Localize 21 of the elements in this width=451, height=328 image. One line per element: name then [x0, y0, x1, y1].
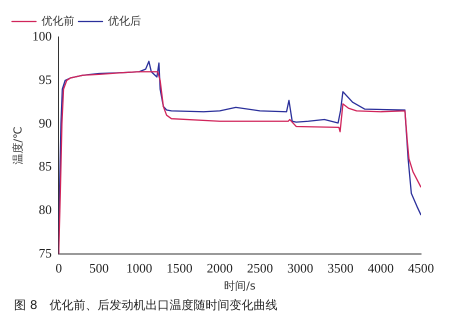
x-tick-label: 4000 — [368, 260, 394, 276]
y-tick-label: 100 — [32, 28, 52, 44]
x-tick-label: 2000 — [206, 260, 233, 276]
x-tick-label: 1000 — [126, 260, 152, 276]
y-axis-title: 温度/℃ — [11, 126, 24, 165]
y-tick-label: 75 — [38, 246, 52, 261]
caption: 图 8 优化前、后发动机出口温度随时间变化曲线 — [13, 297, 278, 314]
y-tick-label: 95 — [38, 72, 52, 87]
x-tick-label: 3000 — [287, 260, 314, 276]
legend-label: 优化后 — [108, 14, 141, 28]
legend-label: 优化前 — [42, 14, 74, 28]
x-tick-label: 500 — [89, 260, 109, 276]
x-tick-label: 4500 — [408, 260, 434, 276]
y-tick-label: 90 — [38, 115, 52, 130]
x-tick-label: 2500 — [246, 260, 273, 276]
x-axis-title: 时间/s — [224, 279, 256, 292]
x-tick-label: 1500 — [166, 260, 192, 276]
x-tick-label: 3500 — [327, 260, 354, 276]
y-tick-label: 80 — [38, 202, 52, 218]
x-tick-label: 0 — [55, 260, 62, 276]
y-tick-label: 85 — [38, 158, 52, 174]
